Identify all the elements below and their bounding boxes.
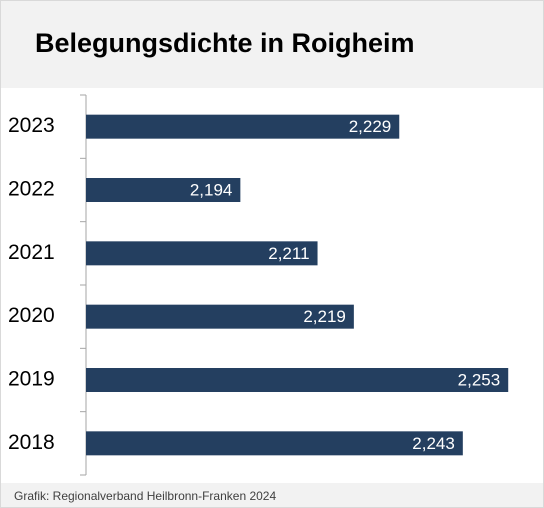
bar [86, 431, 463, 456]
y-tick-label: 2021 [8, 241, 55, 264]
y-tick-label: 2019 [8, 368, 55, 391]
value-label: 2,243 [412, 434, 455, 453]
y-tick-label: 2020 [8, 304, 55, 327]
y-tick-label: 2023 [8, 114, 55, 137]
bar [86, 304, 354, 329]
y-tick-label: 2022 [8, 178, 55, 201]
value-label: 2,229 [349, 117, 392, 136]
plot-area [0, 88, 544, 483]
value-label: 2,219 [303, 307, 346, 326]
source: Grafik: Regionalverband Heilbronn-Franke… [14, 489, 276, 503]
value-label: 2,253 [458, 370, 501, 389]
chart-title: Belegungsdichte in Roigheim [35, 28, 415, 58]
value-label: 2,211 [268, 244, 309, 263]
bar [86, 241, 318, 266]
y-tick-label: 2018 [8, 431, 55, 454]
bar [86, 368, 509, 392]
bar [86, 178, 241, 202]
value-label: 2,194 [190, 180, 233, 199]
bar [86, 114, 400, 139]
